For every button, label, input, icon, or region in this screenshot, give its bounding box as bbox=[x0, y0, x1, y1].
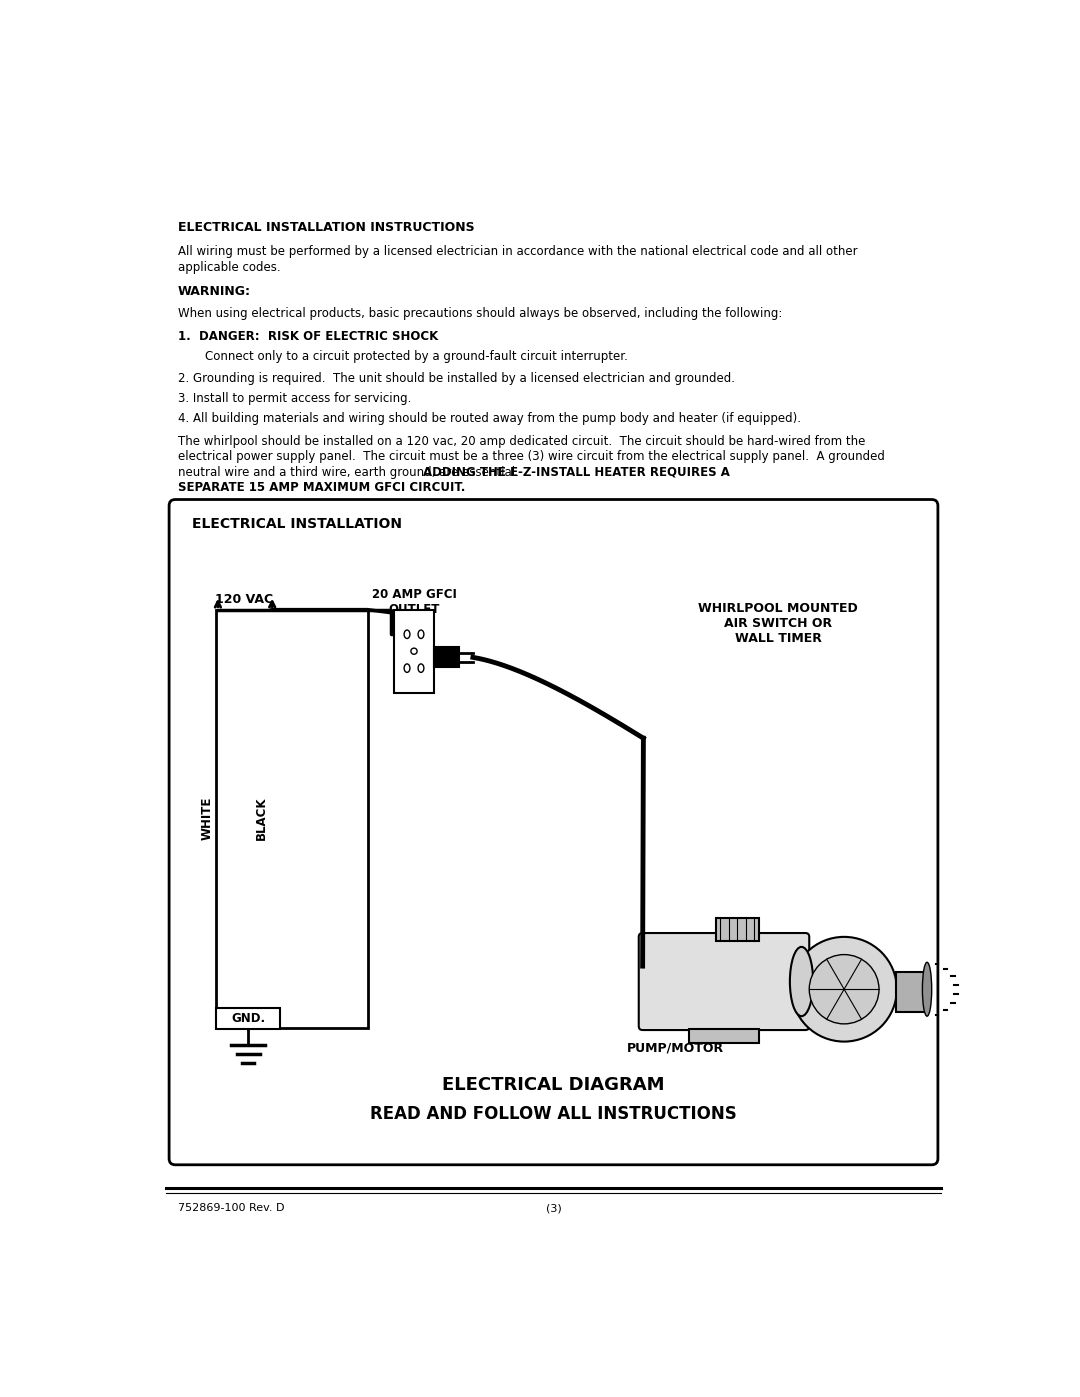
Bar bbox=[689, 1030, 759, 1044]
Text: WHITE: WHITE bbox=[201, 796, 214, 841]
Text: When using electrical products, basic precautions should always be observed, inc: When using electrical products, basic pr… bbox=[177, 307, 782, 320]
Text: SEPARATE 15 AMP MAXIMUM GFCI CIRCUIT.: SEPARATE 15 AMP MAXIMUM GFCI CIRCUIT. bbox=[177, 481, 465, 495]
Text: 4. All building materials and wiring should be routed away from the pump body an: 4. All building materials and wiring sho… bbox=[177, 412, 800, 425]
Bar bbox=[216, 1007, 280, 1030]
Text: 2. Grounding is required.  The unit should be installed by a licensed electricia: 2. Grounding is required. The unit shoul… bbox=[177, 372, 734, 384]
Bar bbox=[434, 647, 459, 668]
Text: The whirlpool should be installed on a 120 vac, 20 amp dedicated circuit.  The c: The whirlpool should be installed on a 1… bbox=[177, 434, 865, 448]
Text: ELECTRICAL INSTALLATION: ELECTRICAL INSTALLATION bbox=[192, 517, 403, 531]
Text: 3. Install to permit access for servicing.: 3. Install to permit access for servicin… bbox=[177, 391, 411, 405]
Circle shape bbox=[809, 954, 879, 1024]
Bar bbox=[896, 972, 927, 1013]
Text: electrical power supply panel.  The circuit must be a three (3) wire circuit fro: electrical power supply panel. The circu… bbox=[177, 450, 885, 464]
Bar bbox=[216, 609, 367, 1028]
Circle shape bbox=[792, 937, 896, 1042]
Text: BLACK: BLACK bbox=[255, 796, 268, 841]
Ellipse shape bbox=[922, 963, 932, 1016]
Text: GND.: GND. bbox=[231, 1011, 266, 1025]
Text: WARNING:: WARNING: bbox=[177, 285, 251, 299]
Ellipse shape bbox=[789, 947, 813, 1016]
Text: All wiring must be performed by a licensed electrician in accordance with the na: All wiring must be performed by a licens… bbox=[177, 246, 858, 258]
Text: READ AND FOLLOW ALL INSTRUCTIONS: READ AND FOLLOW ALL INSTRUCTIONS bbox=[370, 1105, 737, 1123]
FancyBboxPatch shape bbox=[638, 933, 809, 1030]
Text: WHIRLPOOL MOUNTED
AIR SWITCH OR
WALL TIMER: WHIRLPOOL MOUNTED AIR SWITCH OR WALL TIM… bbox=[699, 602, 859, 645]
Ellipse shape bbox=[404, 630, 410, 638]
Text: applicable codes.: applicable codes. bbox=[177, 261, 280, 274]
Text: ELECTRICAL DIAGRAM: ELECTRICAL DIAGRAM bbox=[442, 1076, 665, 1094]
Text: 752869-100 Rev. D: 752869-100 Rev. D bbox=[177, 1203, 284, 1213]
Text: 120 VAC: 120 VAC bbox=[215, 592, 273, 606]
Text: ELECTRICAL INSTALLATION INSTRUCTIONS: ELECTRICAL INSTALLATION INSTRUCTIONS bbox=[177, 221, 474, 233]
Text: (3): (3) bbox=[545, 1203, 562, 1213]
Text: 20 AMP GFCI
OUTLET: 20 AMP GFCI OUTLET bbox=[372, 588, 457, 616]
Ellipse shape bbox=[418, 664, 423, 672]
Text: Connect only to a circuit protected by a ground-fault circuit interrupter.: Connect only to a circuit protected by a… bbox=[205, 351, 627, 363]
Ellipse shape bbox=[404, 664, 410, 672]
Text: PUMP/MOTOR: PUMP/MOTOR bbox=[627, 1042, 725, 1055]
Circle shape bbox=[410, 648, 417, 654]
Bar bbox=[394, 609, 434, 693]
Text: ADDING THE E-Z-INSTALL HEATER REQUIRES A: ADDING THE E-Z-INSTALL HEATER REQUIRES A bbox=[423, 465, 730, 479]
Text: neutral wire and a third wire, earth ground, are essential.: neutral wire and a third wire, earth gro… bbox=[177, 465, 526, 479]
FancyBboxPatch shape bbox=[170, 500, 937, 1165]
Bar bbox=[716, 918, 759, 942]
Text: 1.  DANGER:  RISK OF ELECTRIC SHOCK: 1. DANGER: RISK OF ELECTRIC SHOCK bbox=[177, 330, 437, 344]
Ellipse shape bbox=[418, 630, 423, 638]
